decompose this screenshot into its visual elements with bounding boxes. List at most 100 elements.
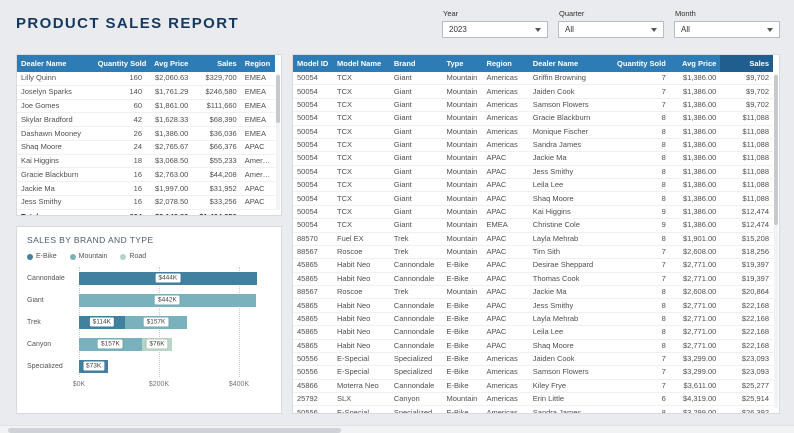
detail-table-row[interactable]: 45865 Habit Neo Cannondale E-Bike APAC L… bbox=[293, 312, 773, 327]
bar-segment-mountain[interactable]: $442K bbox=[79, 293, 256, 307]
dealer-column-header[interactable]: Quantity Sold bbox=[93, 55, 146, 72]
dealer-table-row[interactable]: Joe Gomes 60 $1,861.00 $111,660 EMEA bbox=[17, 99, 275, 114]
dealer-table-row[interactable]: Lilly Quinn 160 $2,060.63 $329,700 EMEA bbox=[17, 72, 275, 86]
detail-table-row[interactable]: 88567 Roscoe Trek Mountain APAC Tim Sith… bbox=[293, 245, 773, 260]
detail-table-row[interactable]: 45865 Habit Neo Cannondale E-Bike APAC J… bbox=[293, 298, 773, 313]
dealer-table-row[interactable]: Gracie Blackburn 16 $2,763.00 $44,208 Am… bbox=[17, 167, 275, 183]
chart-bar-row[interactable]: Giant $442K bbox=[27, 289, 271, 311]
avg-price-cell: $2,765.67 bbox=[146, 140, 193, 155]
dealer-name-cell: Monique Fischer bbox=[528, 125, 611, 139]
avg-price-cell: $2,771.00 bbox=[669, 272, 721, 287]
avg-price-cell: $1,386.00 bbox=[669, 98, 721, 113]
avg-price-cell: $1,901.00 bbox=[669, 232, 721, 246]
detail-column-header[interactable]: Model ID bbox=[293, 55, 333, 72]
chart-bar-row[interactable]: Trek $114K $157K bbox=[27, 311, 271, 333]
detail-table-row[interactable]: 50054 TCX Giant Mountain APAC Leila Lee … bbox=[293, 178, 773, 193]
dealer-name-cell: Leila Lee bbox=[528, 325, 611, 340]
filter-slicer: Year 2023 bbox=[442, 9, 548, 38]
detail-table-row[interactable]: 88570 Fuel EX Trek Mountain APAC Layla M… bbox=[293, 232, 773, 246]
dealer-name-cell: Jess Smithy bbox=[17, 195, 94, 210]
filter-dropdown[interactable]: All bbox=[674, 21, 780, 38]
scrollbar-thumb[interactable] bbox=[774, 75, 778, 225]
dealer-column-header[interactable]: Region bbox=[240, 55, 275, 72]
detail-column-header[interactable]: Quantity Sold bbox=[610, 55, 670, 72]
dealer-column-header[interactable]: Avg Price bbox=[146, 55, 193, 72]
scrollbar-thumb[interactable] bbox=[8, 427, 342, 433]
dealer-table-row[interactable]: Joselyn Sparks 140 $1,761.29 $246,580 EM… bbox=[17, 85, 275, 100]
detail-column-header[interactable]: Type bbox=[442, 55, 483, 72]
detail-table-row[interactable]: 50054 TCX Giant Mountain EMEA Christine … bbox=[293, 218, 773, 233]
type-cell: E-Bike bbox=[442, 339, 483, 353]
brand-cell: Trek bbox=[389, 285, 443, 300]
chart-bar-row[interactable]: Cannondale $444K bbox=[27, 267, 271, 289]
region-cell: APAC bbox=[240, 195, 275, 210]
dealer-name-cell: Joselyn Sparks bbox=[17, 85, 94, 100]
quantity-sold-cell: 16 bbox=[93, 195, 146, 210]
type-cell: E-Bike bbox=[442, 352, 483, 367]
brand-cell: Trek bbox=[389, 245, 443, 260]
detail-column-header[interactable]: Dealer Name bbox=[528, 55, 611, 72]
detail-table-row[interactable]: 50054 TCX Giant Mountain Americas Jaiden… bbox=[293, 84, 773, 99]
brand-cell: Giant bbox=[389, 138, 443, 153]
detail-table-row[interactable]: 45865 Habit Neo Cannondale E-Bike APAC T… bbox=[293, 272, 773, 287]
dealer-table-vertical-scrollbar[interactable] bbox=[276, 73, 280, 210]
dealer-table-row[interactable]: Kai Higgins 18 $3,068.50 $55,233 America… bbox=[17, 154, 275, 169]
bar-segment-mountain[interactable]: $157K bbox=[79, 337, 142, 351]
bar-segment-e-bike[interactable]: $73K bbox=[79, 359, 109, 373]
detail-table-row[interactable]: 50556 E-Special Specialized E-Bike Ameri… bbox=[293, 352, 773, 367]
bar-value-label: $157K bbox=[143, 317, 169, 327]
scrollbar-thumb[interactable] bbox=[276, 75, 280, 123]
dealer-table-row[interactable]: Jess Smithy 16 $2,078.50 $33,256 APAC bbox=[17, 195, 275, 210]
chart-bar-row[interactable]: Specialized $73K bbox=[27, 355, 271, 377]
dealer-table-row[interactable]: Dashawn Mooney 26 $1,386.00 $36,036 EMEA bbox=[17, 126, 275, 141]
bar-segment-mountain[interactable]: $157K bbox=[124, 315, 188, 329]
dealer-table-row[interactable]: Skylar Bradford 42 $1,628.33 $68,390 EME… bbox=[17, 112, 275, 128]
detail-column-header[interactable]: Model Name bbox=[333, 55, 390, 72]
detail-table-row[interactable]: 45866 Moterra Neo Cannondale E-Bike Amer… bbox=[293, 379, 773, 394]
detail-table-row[interactable]: 50556 E-Special Specialized E-Bike Ameri… bbox=[293, 365, 773, 380]
detail-table-row[interactable]: 25792 SLX Canyon Mountain Americas Erin … bbox=[293, 392, 773, 407]
detail-column-header[interactable]: Region bbox=[482, 55, 529, 72]
sales-cell: $36,036 bbox=[192, 126, 241, 141]
region-cell: Americas bbox=[482, 84, 529, 99]
detail-table-row[interactable]: 50054 TCX Giant Mountain Americas Gracie… bbox=[293, 111, 773, 126]
detail-table-row[interactable]: 50054 TCX Giant Mountain APAC Jess Smith… bbox=[293, 165, 773, 180]
filter-dropdown[interactable]: All bbox=[558, 21, 664, 38]
detail-column-header[interactable]: Brand bbox=[389, 55, 443, 72]
chart-bar-row[interactable]: Canyon $157K $76K bbox=[27, 333, 271, 355]
detail-table-vertical-scrollbar[interactable] bbox=[774, 73, 778, 408]
detail-column-header[interactable]: Avg Price bbox=[669, 55, 721, 72]
legend-item[interactable]: E-Bike bbox=[27, 253, 57, 260]
legend-item[interactable]: Road bbox=[120, 253, 146, 260]
detail-table-row[interactable]: 45865 Habit Neo Cannondale E-Bike APAC L… bbox=[293, 325, 773, 340]
bar-segment-e-bike[interactable]: $444K bbox=[79, 271, 257, 285]
region-cell: EMEA bbox=[482, 218, 529, 233]
dealer-table-row[interactable]: Jackie Ma 16 $1,997.00 $31,952 APAC bbox=[17, 181, 275, 197]
quantity-sold-cell: 8 bbox=[610, 151, 670, 166]
legend-item[interactable]: Mountain bbox=[69, 253, 107, 260]
quantity-sold-cell: 9 bbox=[610, 218, 670, 233]
filter-dropdown[interactable]: 2023 bbox=[442, 21, 548, 38]
detail-table-row[interactable]: 50054 TCX Giant Mountain Americas Moniqu… bbox=[293, 125, 773, 139]
bar-segment-e-bike[interactable]: $114K bbox=[79, 315, 125, 329]
detail-table-row[interactable]: 88567 Roscoe Trek Mountain APAC Jackie M… bbox=[293, 285, 773, 300]
detail-table-row[interactable]: 50054 TCX Giant Mountain Americas Samson… bbox=[293, 98, 773, 113]
dealer-column-header[interactable]: Sales bbox=[192, 55, 241, 72]
sales-cell: $11,088 bbox=[720, 178, 773, 193]
detail-table-row[interactable]: 50054 TCX Giant Mountain Americas Sandra… bbox=[293, 138, 773, 153]
detail-table-row[interactable]: 50556 E-Special Specialized E-Bike Ameri… bbox=[293, 405, 773, 413]
detail-table-row[interactable]: 50054 TCX Giant Mountain APAC Kai Higgin… bbox=[293, 205, 773, 220]
type-cell: Mountain bbox=[442, 392, 483, 407]
detail-table-row[interactable]: 45865 Habit Neo Cannondale E-Bike APAC S… bbox=[293, 339, 773, 353]
dealer-table-row[interactable]: Shaq Moore 24 $2,765.67 $66,376 APAC bbox=[17, 140, 275, 155]
detail-table-row[interactable]: 50054 TCX Giant Mountain Americas Griffi… bbox=[293, 72, 773, 86]
quantity-sold-cell: 16 bbox=[93, 167, 146, 183]
bar-segment-road[interactable]: $76K bbox=[141, 337, 173, 351]
detail-table-row[interactable]: 50054 TCX Giant Mountain APAC Jackie Ma … bbox=[293, 151, 773, 166]
detail-table-row[interactable]: 50054 TCX Giant Mountain APAC Shaq Moore… bbox=[293, 191, 773, 206]
detail-table-row[interactable]: 45865 Habit Neo Cannondale E-Bike APAC D… bbox=[293, 258, 773, 273]
dealer-column-header[interactable]: Dealer Name bbox=[17, 55, 94, 72]
horizontal-scrollbar[interactable] bbox=[0, 425, 794, 433]
sales-cell: $22,168 bbox=[720, 298, 773, 313]
detail-column-header[interactable]: Sales bbox=[720, 55, 773, 72]
